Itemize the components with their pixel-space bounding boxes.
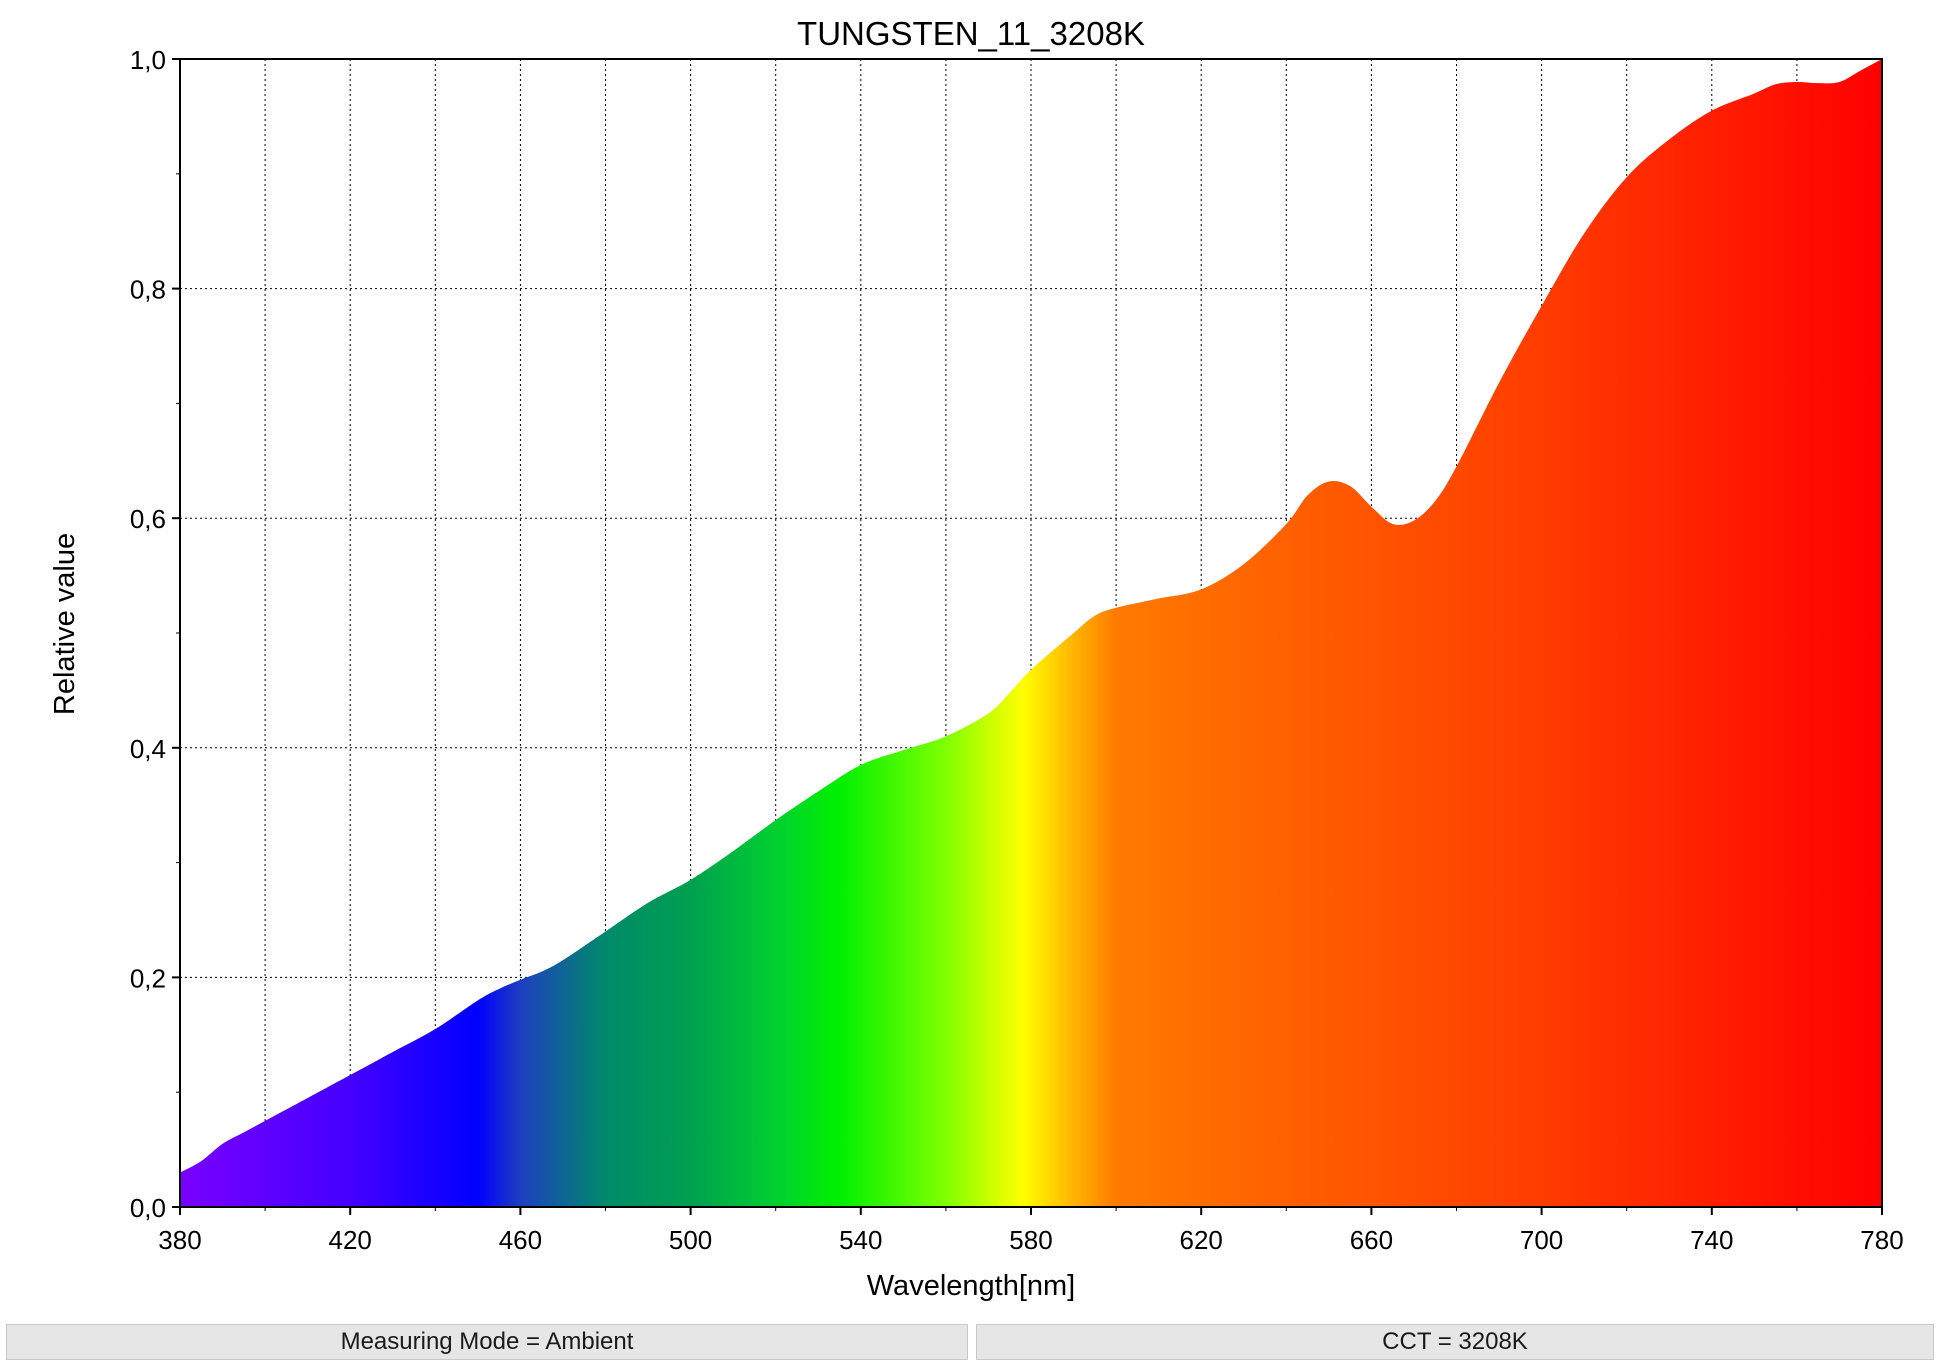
x-tick-label: 580 (1009, 1225, 1052, 1255)
y-tick-label: 0,2 (130, 963, 166, 993)
spectrum-area (180, 59, 1882, 1207)
x-tick-label: 460 (499, 1225, 542, 1255)
y-tick-label: 0,4 (130, 734, 166, 764)
y-tick-label: 0,8 (130, 275, 166, 305)
status-bar: Measuring Mode = Ambient CCT = 3208K (0, 1318, 1940, 1366)
x-tick-label: 660 (1350, 1225, 1393, 1255)
cct-status: CCT = 3208K (976, 1324, 1934, 1360)
x-tick-label: 780 (1860, 1225, 1903, 1255)
x-tick-label: 540 (839, 1225, 882, 1255)
x-tick-label: 740 (1690, 1225, 1733, 1255)
spectrum-chart: TUNGSTEN_11_3208K 0,0 0,2 0,4 0,6 0,8 1,0 380… (49, 15, 1904, 1302)
y-tick-label: 1,0 (130, 45, 166, 75)
x-tick-label: 700 (1520, 1225, 1563, 1255)
x-axis-label: Wavelength[nm] (867, 1270, 1075, 1302)
y-tick-label: 0,0 (130, 1193, 166, 1223)
y-axis-label: Relative value (49, 533, 81, 715)
y-tick-label: 0,6 (130, 504, 166, 534)
x-tick-label: 500 (669, 1225, 712, 1255)
x-tick-label: 620 (1180, 1225, 1223, 1255)
y-axis: 0,0 0,2 0,4 0,6 0,8 1,0 (130, 45, 180, 1223)
x-axis: 380 420 460 500 540 580 620 660 700 740 780 (158, 1207, 1904, 1255)
x-tick-label: 420 (329, 1225, 372, 1255)
chart-title: TUNGSTEN_11_3208K (797, 15, 1145, 52)
measuring-mode-status: Measuring Mode = Ambient (6, 1324, 968, 1360)
x-tick-label: 380 (158, 1225, 201, 1255)
